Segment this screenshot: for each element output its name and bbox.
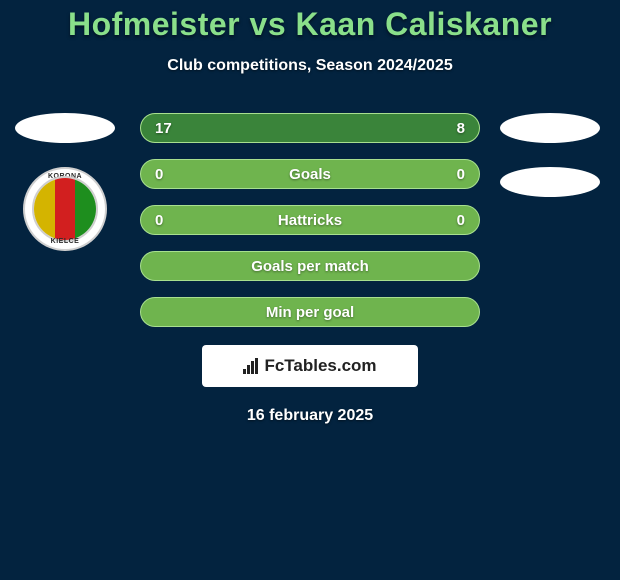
subtitle: Club competitions, Season 2024/2025 <box>0 57 620 75</box>
stat-left-value: 0 <box>155 212 163 229</box>
right-player-column <box>490 113 610 197</box>
stat-right-value: 8 <box>457 120 465 137</box>
stat-row: Goals per match <box>140 251 480 281</box>
stat-label: Hattricks <box>141 212 479 229</box>
footer-brand: FcTables.com <box>202 345 418 387</box>
club-badge-left: KORONA KIELCE <box>23 167 107 251</box>
badge-stripe <box>55 178 76 240</box>
club-badge-stripes <box>32 176 98 242</box>
stat-left-value: 0 <box>155 166 163 183</box>
left-player-column: KORONA KIELCE <box>10 113 120 251</box>
club-badge-right-placeholder <box>500 167 600 197</box>
content-area: KORONA KIELCE 178Matches00Goals00Hattric… <box>0 113 620 327</box>
stat-fill-left <box>141 114 364 142</box>
stat-left-value: 17 <box>155 120 172 137</box>
stats-card: Hofmeister vs Kaan Caliskaner Club compe… <box>0 0 620 580</box>
stat-right-value: 0 <box>457 166 465 183</box>
player-right-avatar-placeholder <box>500 113 600 143</box>
stat-row: Min per goal <box>140 297 480 327</box>
club-badge-label-bottom: KIELCE <box>25 238 105 245</box>
chart-icon <box>243 358 258 374</box>
stat-row: 0 0Goals <box>140 159 480 189</box>
stat-label: Min per goal <box>141 304 479 321</box>
stat-bars: 178Matches00Goals00HattricksGoals per ma… <box>140 113 480 327</box>
page-title: Hofmeister vs Kaan Caliskaner <box>0 0 620 43</box>
badge-stripe <box>75 178 96 240</box>
badge-stripe <box>34 178 55 240</box>
stat-row: 178Matches <box>140 113 480 143</box>
stat-label: Goals <box>141 166 479 183</box>
player-left-avatar-placeholder <box>15 113 115 143</box>
footer-brand-text: FcTables.com <box>264 356 376 376</box>
stat-row: 0 0Hattricks <box>140 205 480 235</box>
footer-date: 16 february 2025 <box>0 407 620 425</box>
stat-right-value: 0 <box>457 212 465 229</box>
stat-label: Goals per match <box>141 258 479 275</box>
